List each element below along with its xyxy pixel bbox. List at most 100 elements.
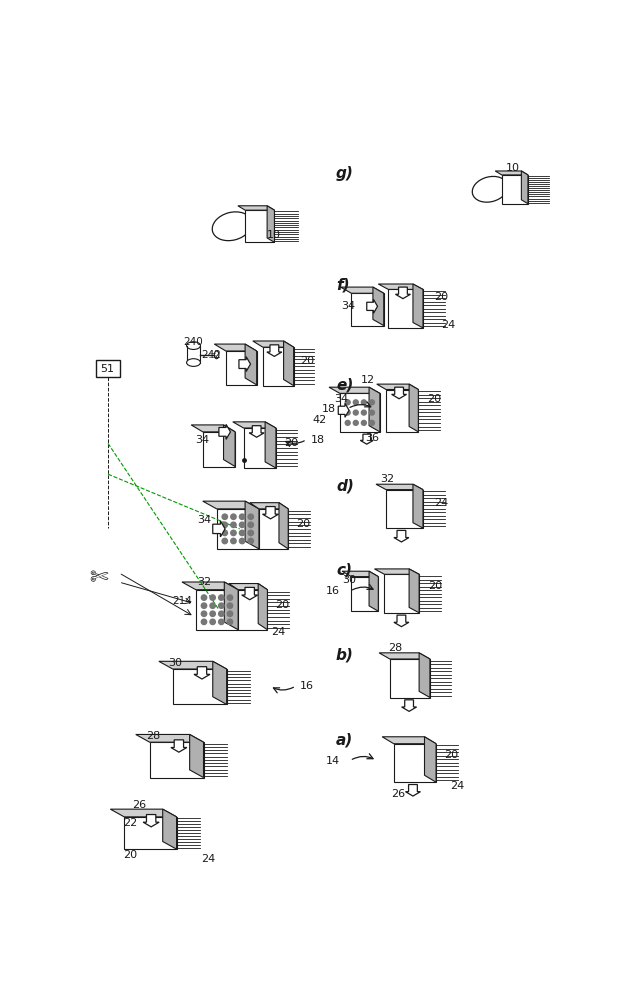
Text: 18: 18 [322, 404, 336, 414]
Polygon shape [258, 584, 268, 630]
Polygon shape [267, 206, 274, 242]
Text: c): c) [336, 563, 352, 578]
Circle shape [210, 619, 215, 625]
Text: 28: 28 [388, 643, 403, 653]
Text: 20: 20 [296, 519, 310, 529]
Polygon shape [369, 387, 380, 432]
Polygon shape [135, 734, 204, 742]
Circle shape [345, 410, 350, 415]
Circle shape [361, 420, 367, 425]
Text: 10: 10 [505, 163, 519, 173]
Polygon shape [245, 501, 259, 549]
Circle shape [248, 530, 254, 536]
Ellipse shape [187, 359, 200, 366]
Text: 30: 30 [168, 658, 182, 668]
Circle shape [248, 538, 254, 544]
Circle shape [202, 595, 207, 600]
Ellipse shape [187, 342, 200, 349]
Circle shape [227, 619, 232, 625]
Circle shape [248, 514, 254, 519]
Circle shape [370, 410, 374, 415]
Text: e): e) [336, 378, 353, 393]
Text: 20: 20 [444, 750, 458, 760]
Circle shape [222, 530, 227, 536]
Polygon shape [340, 393, 380, 432]
Circle shape [219, 595, 224, 600]
Polygon shape [502, 175, 528, 204]
Polygon shape [259, 509, 288, 549]
Text: 28: 28 [146, 731, 160, 741]
Text: 10: 10 [266, 231, 281, 240]
Polygon shape [216, 509, 259, 549]
Text: 12: 12 [361, 375, 375, 385]
Circle shape [230, 514, 236, 519]
Polygon shape [194, 667, 210, 679]
Text: 24: 24 [201, 854, 216, 864]
Polygon shape [394, 744, 436, 782]
Polygon shape [390, 659, 430, 698]
Circle shape [219, 603, 224, 608]
Polygon shape [203, 501, 259, 509]
Polygon shape [374, 569, 419, 574]
Text: 30: 30 [342, 575, 356, 585]
Circle shape [222, 514, 227, 519]
Polygon shape [379, 653, 430, 659]
Text: 36: 36 [365, 433, 379, 443]
Polygon shape [239, 357, 250, 372]
Text: 34: 34 [334, 394, 349, 404]
Polygon shape [265, 422, 276, 468]
Polygon shape [245, 344, 257, 385]
Text: 34: 34 [197, 515, 211, 525]
Circle shape [222, 538, 227, 544]
Polygon shape [386, 490, 423, 528]
Polygon shape [162, 809, 177, 849]
Polygon shape [419, 653, 430, 698]
Circle shape [227, 595, 232, 600]
Circle shape [361, 400, 367, 405]
Polygon shape [413, 284, 423, 328]
Text: 16: 16 [300, 681, 314, 691]
Circle shape [239, 530, 245, 536]
Circle shape [210, 595, 215, 600]
Circle shape [345, 400, 350, 405]
Circle shape [353, 400, 358, 405]
Circle shape [370, 420, 374, 425]
Polygon shape [263, 347, 293, 386]
Circle shape [239, 538, 245, 544]
Polygon shape [369, 571, 378, 611]
Polygon shape [171, 740, 187, 752]
Polygon shape [340, 287, 384, 293]
Polygon shape [409, 384, 419, 432]
Text: ✄: ✄ [89, 568, 108, 588]
Text: 14: 14 [325, 756, 340, 766]
Text: 24: 24 [450, 781, 464, 791]
Polygon shape [521, 171, 528, 204]
Circle shape [230, 522, 236, 528]
Circle shape [227, 611, 232, 616]
Polygon shape [338, 403, 349, 417]
Polygon shape [394, 530, 409, 542]
Polygon shape [395, 287, 410, 299]
Circle shape [370, 400, 374, 405]
Polygon shape [360, 434, 373, 444]
Text: 51: 51 [100, 364, 114, 374]
Text: 20: 20 [284, 438, 299, 448]
Polygon shape [279, 503, 288, 549]
Polygon shape [249, 426, 264, 437]
Polygon shape [373, 287, 384, 326]
Text: 20: 20 [123, 850, 137, 860]
Polygon shape [263, 507, 279, 519]
Polygon shape [233, 422, 276, 428]
Polygon shape [238, 590, 268, 630]
Polygon shape [351, 577, 378, 611]
Circle shape [202, 603, 207, 608]
Polygon shape [413, 484, 423, 528]
Polygon shape [224, 582, 238, 630]
Polygon shape [267, 345, 282, 356]
Circle shape [345, 420, 350, 425]
Circle shape [227, 603, 232, 608]
Ellipse shape [213, 212, 252, 241]
Text: d): d) [336, 478, 354, 493]
Text: 32: 32 [197, 577, 211, 587]
Polygon shape [203, 432, 235, 466]
